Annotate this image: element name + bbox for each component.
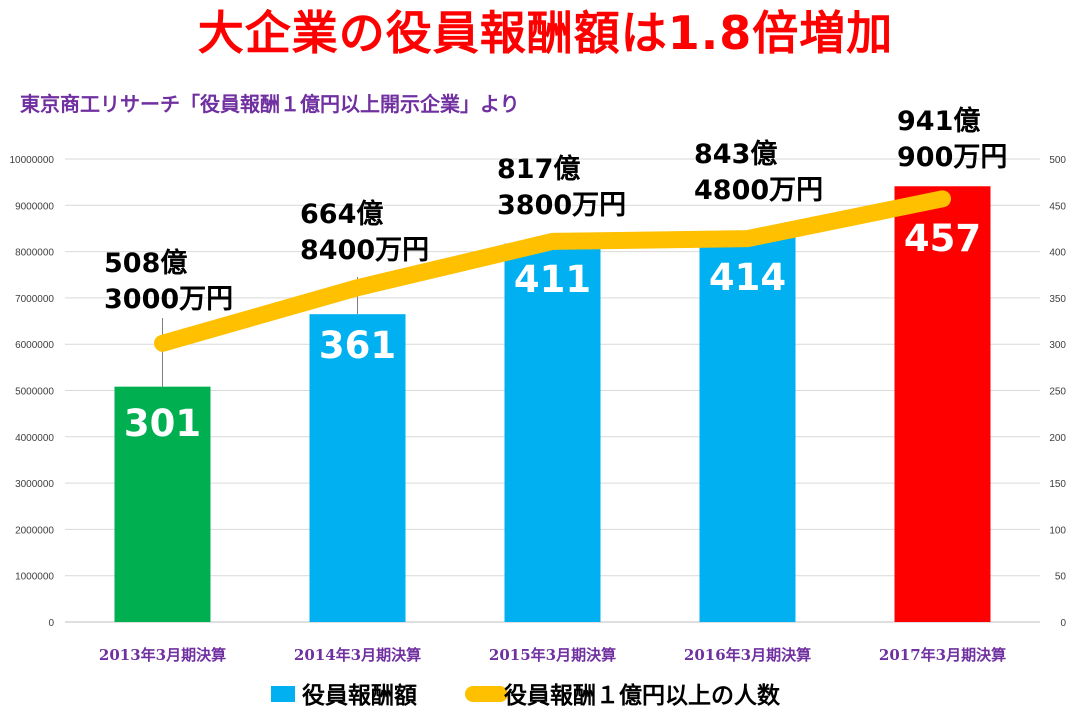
count-line xyxy=(154,190,951,352)
category-label-2: 2014年3月期決算 xyxy=(294,646,421,664)
bar-5 xyxy=(894,186,991,622)
bar-1 xyxy=(114,386,211,622)
y-left-tick-label: 4000000 xyxy=(15,433,54,444)
y-right-tick-label: 300 xyxy=(1049,340,1066,351)
legend-swatch-bar xyxy=(271,686,295,702)
y-left-tick-label: 1000000 xyxy=(15,572,54,583)
y-right-tick-label: 350 xyxy=(1049,294,1066,305)
y-left-tick-label: 8000000 xyxy=(15,248,54,259)
y-right-tick-label: 450 xyxy=(1049,201,1066,212)
amount-label-5: 941億 900万円 xyxy=(897,106,1007,173)
amount-label-1: 508億 3000万円 xyxy=(104,248,233,315)
category-label-1: 2013年3月期決算 xyxy=(99,646,226,664)
y-left-tick-label: 0 xyxy=(48,618,54,629)
y-left-tick-label: 2000000 xyxy=(15,525,54,536)
chart-subtitle: 東京商工リサーチ「役員報酬１億円以上開示企業」より xyxy=(20,92,520,116)
legend-label-bar: 役員報酬額 xyxy=(302,682,417,709)
y-right-tick-label: 150 xyxy=(1049,479,1066,490)
amount-label-3: 817億 3800万円 xyxy=(497,154,626,221)
y-right-tick-label: 50 xyxy=(1055,572,1067,583)
category-label-3: 2015年3月期決算 xyxy=(489,646,616,664)
y-left-tick-label: 6000000 xyxy=(15,340,54,351)
count-label-5: 457 xyxy=(904,217,981,260)
y-left-tick-label: 5000000 xyxy=(15,387,54,398)
amount-label-4: 843億 4800万円 xyxy=(694,139,823,206)
y-left-tick-label: 10000000 xyxy=(10,155,55,166)
bar-3 xyxy=(504,243,601,623)
chart-title: 大企業の役員報酬額は1.8倍増加 xyxy=(197,6,894,60)
bar-2 xyxy=(309,314,406,622)
y-right-tick-label: 0 xyxy=(1060,618,1066,629)
y-left-tick-label: 7000000 xyxy=(15,294,54,305)
y-right-tick-label: 400 xyxy=(1049,248,1066,259)
y-left-tick-label: 3000000 xyxy=(15,479,54,490)
category-label-4: 2016年3月期決算 xyxy=(684,646,811,664)
y-right-tick-label: 200 xyxy=(1049,433,1066,444)
legend-label-line: 役員報酬１億円以上の人数 xyxy=(504,682,781,709)
y-left-tick-label: 9000000 xyxy=(15,201,54,212)
y-right-tick-label: 500 xyxy=(1049,155,1066,166)
y-right-tick-label: 250 xyxy=(1049,387,1066,398)
count-label-2: 361 xyxy=(319,324,396,367)
count-label-1: 301 xyxy=(124,402,201,445)
category-label-5: 2017年3月期決算 xyxy=(879,646,1006,664)
bar-4 xyxy=(699,231,796,623)
count-label-4: 414 xyxy=(709,256,786,299)
count-label-3: 411 xyxy=(514,258,591,301)
y-right-tick-label: 100 xyxy=(1049,525,1066,536)
amount-label-2: 664億 8400万円 xyxy=(300,199,429,266)
